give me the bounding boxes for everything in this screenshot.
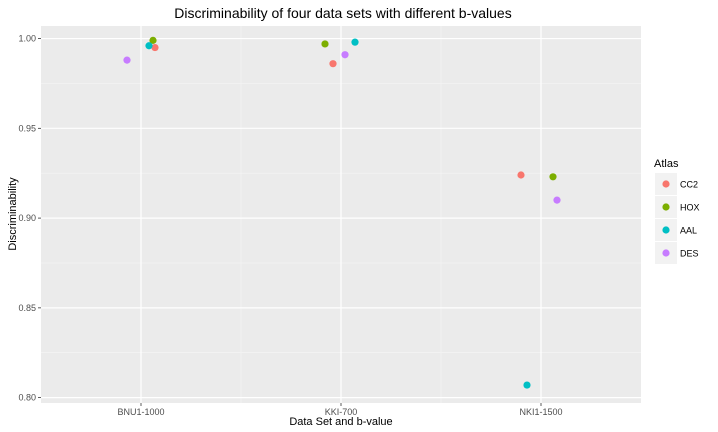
legend-label-cc2: CC2 (680, 180, 698, 190)
y-tick-label: 0.85 (18, 303, 36, 313)
data-point-cc2 (151, 43, 159, 52)
legend-label-aal: AAL (680, 226, 697, 236)
major-grid (41, 26, 641, 403)
x-axis-ticks: BNU1-1000 KKI-700 NKI1-1500 (117, 403, 563, 417)
legend-key-aal (662, 226, 670, 234)
legend-label-hox: HOX (680, 203, 700, 213)
x-tick-label: BNU1-1000 (117, 407, 164, 417)
y-tick-label: 0.90 (18, 213, 36, 223)
data-point-hox (149, 36, 157, 44)
legend-label-des: DES (680, 249, 699, 259)
data-point-aal (145, 42, 153, 50)
data-point-hox (321, 40, 329, 48)
y-tick-label: 0.80 (18, 393, 36, 403)
data-point-des (341, 51, 349, 59)
x-tick-label: KKI-700 (325, 407, 358, 417)
data-point-aal (351, 38, 359, 46)
data-point-des (123, 56, 131, 64)
legend-key-cc2 (662, 180, 670, 188)
x-axis-title: Data Set and b-value (289, 416, 392, 428)
y-axis-title: Discriminability (7, 177, 19, 251)
legend-key-hox (662, 203, 670, 211)
legend: CC2 HOX AAL DES (655, 173, 700, 264)
data-point-cc2 (329, 60, 337, 68)
y-axis-ticks: 0.80 0.85 0.90 0.95 1.00 (18, 34, 41, 403)
data-point-aal (523, 381, 531, 389)
data-point-des (553, 196, 561, 204)
data-point-cc2 (517, 171, 525, 179)
chart-title: Discriminability of four data sets with … (174, 5, 511, 21)
legend-title: Atlas (654, 158, 679, 170)
y-tick-label: 1.00 (18, 34, 36, 44)
data-points (123, 36, 561, 389)
x-tick-label: NKI1-1500 (519, 407, 562, 417)
data-point-hox (549, 173, 557, 181)
legend-key-des (662, 249, 670, 257)
y-tick-label: 0.95 (18, 123, 36, 133)
